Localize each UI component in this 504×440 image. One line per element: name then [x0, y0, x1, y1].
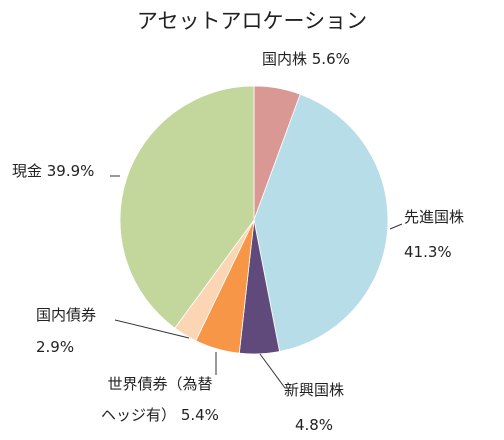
slice-label-2-line-0: 新興国株 — [284, 381, 344, 399]
slice-label-5-line-0: 現金 39.9% — [12, 162, 94, 180]
slice-label-3-line-1: ヘッジ有） 5.4% — [101, 406, 219, 424]
slice-label-3-line-0: 世界債券（為替 — [107, 375, 212, 393]
slice-label-0-line-0: 国内株 5.6% — [262, 50, 350, 68]
pie-slice-1 — [253, 93, 389, 353]
slice-label-1-line-1: 41.3% — [404, 243, 452, 261]
leader-line-2 — [259, 353, 286, 389]
pie-slice-5 — [119, 85, 255, 329]
slice-label-1-line-0: 先進国株 — [404, 208, 464, 226]
slice-label-4-line-1: 2.9% — [36, 338, 74, 356]
leader-line-4 — [114, 319, 190, 339]
leader-lines — [110, 175, 403, 389]
slice-label-4-line-0: 国内債券 — [36, 306, 96, 324]
leader-line-1 — [389, 223, 403, 230]
slice-label-2-line-1: 4.8% — [295, 416, 333, 434]
pie-slices — [119, 85, 389, 355]
chart-title: アセットアロケーション — [137, 9, 367, 33]
